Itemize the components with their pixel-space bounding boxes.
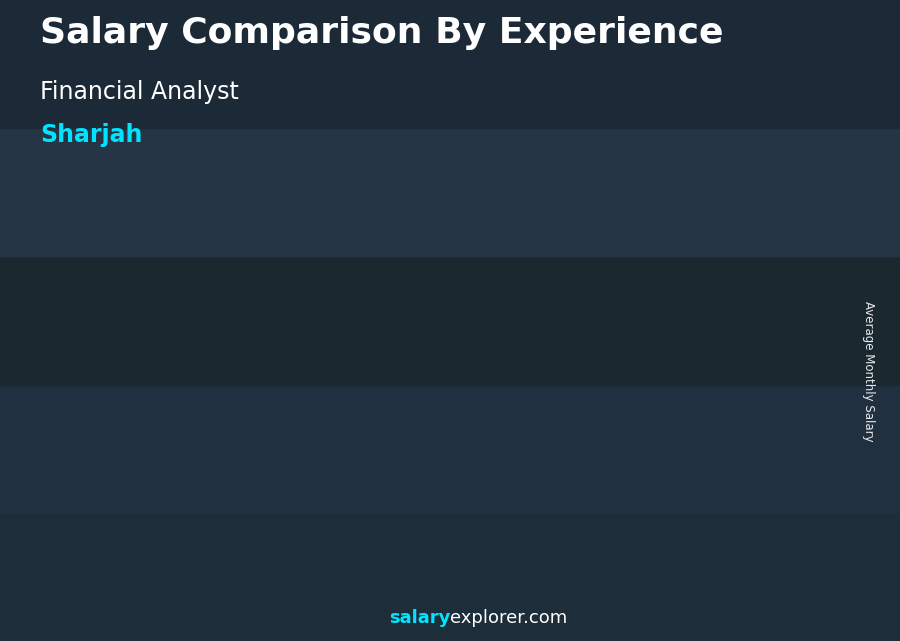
Bar — [729, 208, 796, 217]
Bar — [343, 316, 350, 564]
FancyArrowPatch shape — [134, 387, 230, 434]
Text: +48%: +48% — [279, 236, 346, 256]
Text: 30,200 AED: 30,200 AED — [726, 187, 821, 201]
Text: 10 to 15: 10 to 15 — [464, 588, 547, 606]
Bar — [741, 19, 855, 44]
Text: +22%: +22% — [407, 191, 475, 211]
Bar — [472, 262, 539, 269]
Bar — [472, 262, 539, 564]
Bar — [86, 439, 153, 564]
FancyArrowPatch shape — [648, 196, 744, 230]
Text: +34%: +34% — [150, 329, 218, 349]
Bar — [600, 235, 667, 243]
Bar — [86, 439, 93, 564]
Text: 2 to 5: 2 to 5 — [219, 588, 277, 606]
Bar — [729, 208, 735, 564]
Bar — [532, 262, 539, 564]
Text: salary: salary — [389, 609, 450, 627]
Text: Financial Analyst: Financial Analyst — [40, 80, 239, 104]
FancyArrowPatch shape — [520, 222, 616, 257]
Bar — [729, 208, 796, 564]
Bar — [343, 316, 410, 564]
Bar — [215, 396, 282, 401]
Text: 10,600 AED: 10,600 AED — [78, 418, 173, 433]
FancyArrowPatch shape — [262, 310, 358, 392]
Text: Sharjah: Sharjah — [40, 123, 143, 147]
Text: 20+ Years: 20+ Years — [712, 588, 814, 606]
Text: +9%: +9% — [543, 173, 596, 193]
Bar — [600, 235, 667, 564]
Text: 21,000 AED: 21,000 AED — [341, 296, 436, 310]
Bar — [343, 316, 410, 322]
Text: 14,200 AED: 14,200 AED — [216, 376, 310, 390]
Bar — [600, 235, 608, 564]
Bar — [661, 235, 667, 564]
Text: 15 to 20: 15 to 20 — [592, 588, 676, 606]
Text: +8%: +8% — [671, 146, 724, 166]
Bar — [472, 262, 479, 564]
Bar — [215, 396, 221, 564]
Bar — [403, 316, 410, 564]
Bar — [741, 44, 855, 69]
Bar — [215, 396, 282, 564]
Bar — [147, 439, 153, 564]
Text: explorer.com: explorer.com — [450, 609, 567, 627]
Bar — [274, 396, 282, 564]
Text: Salary Comparison By Experience: Salary Comparison By Experience — [40, 16, 724, 50]
Text: 27,900 AED: 27,900 AED — [598, 213, 692, 229]
Text: Average Monthly Salary: Average Monthly Salary — [862, 301, 875, 442]
Text: 5 to 10: 5 to 10 — [341, 588, 412, 606]
Bar — [716, 19, 741, 93]
Bar — [789, 208, 796, 564]
Text: 25,600 AED: 25,600 AED — [469, 241, 563, 256]
Bar — [741, 69, 855, 93]
Bar — [86, 439, 153, 442]
Text: < 2 Years: < 2 Years — [72, 588, 167, 606]
FancyArrowPatch shape — [391, 253, 487, 312]
